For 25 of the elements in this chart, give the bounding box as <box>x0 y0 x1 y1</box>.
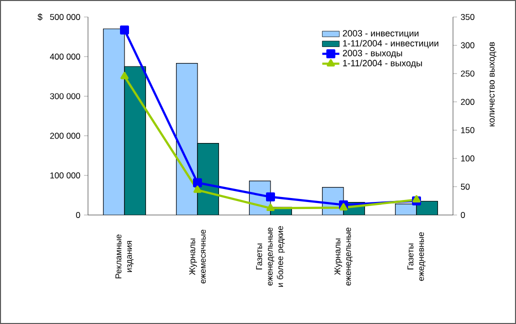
y2-tick-label: 350 <box>460 14 474 20</box>
y-tick-label: 200 000 <box>50 132 80 139</box>
y2-tick-label: 300 <box>460 42 474 48</box>
y2-axis-title: количество выходов <box>490 42 496 126</box>
legend-label: 1-11/2004 - инвестиции <box>343 40 438 48</box>
y2-tick-label: 200 <box>460 98 474 105</box>
x-tick-label: Журналы еженедельные <box>334 228 353 286</box>
y2-tick-label: 250 <box>460 70 474 77</box>
y2-tick-label: 0 <box>460 212 465 218</box>
y2-tick-label: 100 <box>461 155 474 162</box>
x-tick-label: Газеты еженедельные и более редкие <box>256 226 285 287</box>
x-tick-label: Газеты ежедневные <box>407 232 426 281</box>
y-tick-label: 300 000 <box>50 93 80 100</box>
y-axis-title: $ <box>38 13 42 21</box>
legend-label: 1-11/2004 - выходы <box>343 60 422 68</box>
y-tick-label: 400 000 <box>50 54 80 60</box>
y2-tick-label: 50 <box>460 184 470 190</box>
y2-tick-label: 150 <box>461 127 474 134</box>
x-tick-label: Журналы ежемесячные <box>189 230 206 284</box>
y-tick-label: 0 <box>76 212 80 218</box>
legend-label: 2003 - инвестиции <box>342 30 418 38</box>
y-tick-label: 500 000 <box>50 14 80 20</box>
x-tick-label: Рекламные издания <box>115 234 134 278</box>
legend-label: 2003 - выходы <box>342 50 402 58</box>
y-tick-label: 100 000 <box>50 172 80 178</box>
